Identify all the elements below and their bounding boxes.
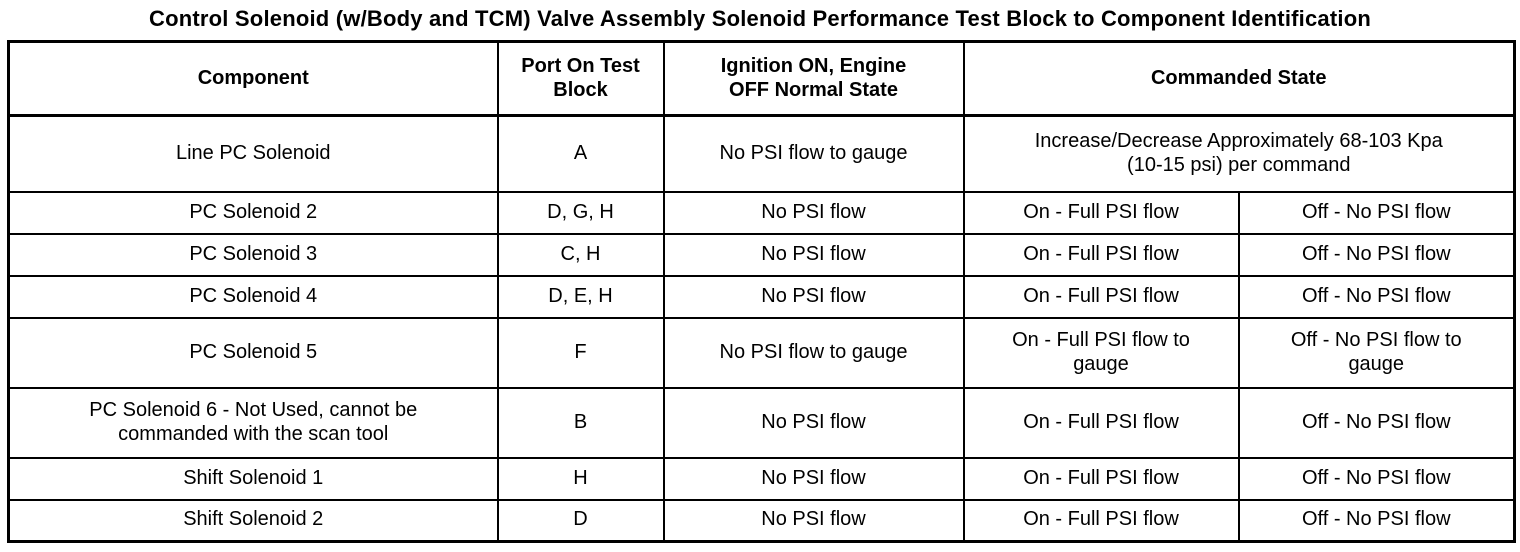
table-row: Shift Solenoid 1 H No PSI flow On - Full…	[7, 456, 1516, 501]
cell-component: Shift Solenoid 1	[7, 456, 499, 501]
cell-commanded-off: Off - No PSI flow	[1237, 498, 1516, 543]
cell-component: PC Solenoid 3	[7, 232, 499, 277]
table-row: PC Solenoid 5 F No PSI flow to gauge On …	[7, 316, 1516, 389]
column-header-normal-state: Ignition ON, Engine OFF Normal State	[662, 40, 965, 117]
column-header-component: Component	[7, 40, 499, 117]
cell-port: D, E, H	[496, 274, 665, 319]
cell-commanded-on: On - Full PSI flow	[962, 386, 1240, 459]
cell-commanded-on: On - Full PSI flow	[962, 190, 1240, 235]
cell-component: PC Solenoid 6 - Not Used, cannot be comm…	[7, 386, 499, 459]
cell-port: F	[496, 316, 665, 389]
column-header-port-on-test-block: Port On Test Block	[496, 40, 665, 117]
column-header-commanded-state: Commanded State	[962, 40, 1516, 117]
cell-commanded-on: On - Full PSI flow	[962, 274, 1240, 319]
cell-component: Shift Solenoid 2	[7, 498, 499, 543]
cell-commanded-on: On - Full PSI flow	[962, 456, 1240, 501]
cell-commanded-off: Off - No PSI flow	[1237, 190, 1516, 235]
cell-commanded-state: Increase/Decrease Approximately 68-103 K…	[962, 114, 1516, 193]
cell-commanded-off: Off - No PSI flow to gauge	[1237, 316, 1516, 389]
table-row: PC Solenoid 3 C, H No PSI flow On - Full…	[7, 232, 1516, 277]
cell-component: PC Solenoid 2	[7, 190, 499, 235]
table-row: Line PC Solenoid A No PSI flow to gauge …	[7, 114, 1516, 193]
cell-commanded-on: On - Full PSI flow	[962, 232, 1240, 277]
cell-normal-state: No PSI flow to gauge	[662, 114, 965, 193]
cell-normal-state: No PSI flow	[662, 498, 965, 543]
cell-normal-state: No PSI flow	[662, 274, 965, 319]
cell-component: Line PC Solenoid	[7, 114, 499, 193]
table-row: Shift Solenoid 2 D No PSI flow On - Full…	[7, 498, 1516, 543]
page-title: Control Solenoid (w/Body and TCM) Valve …	[149, 6, 1371, 31]
cell-component: PC Solenoid 5	[7, 316, 499, 389]
header-row: Component Port On Test Block Ignition ON…	[7, 40, 1516, 117]
cell-port: D, G, H	[496, 190, 665, 235]
solenoid-performance-table: Component Port On Test Block Ignition ON…	[7, 40, 1516, 543]
cell-commanded-on: On - Full PSI flow to gauge	[962, 316, 1240, 389]
table-row: PC Solenoid 4 D, E, H No PSI flow On - F…	[7, 274, 1516, 319]
cell-port: A	[496, 114, 665, 193]
table-row: PC Solenoid 2 D, G, H No PSI flow On - F…	[7, 190, 1516, 235]
cell-normal-state: No PSI flow	[662, 386, 965, 459]
cell-port: H	[496, 456, 665, 501]
cell-commanded-off: Off - No PSI flow	[1237, 274, 1516, 319]
cell-component: PC Solenoid 4	[7, 274, 499, 319]
cell-normal-state: No PSI flow to gauge	[662, 316, 965, 389]
cell-commanded-off: Off - No PSI flow	[1237, 456, 1516, 501]
cell-port: D	[496, 498, 665, 543]
cell-port: C, H	[496, 232, 665, 277]
cell-commanded-on: On - Full PSI flow	[962, 498, 1240, 543]
cell-normal-state: No PSI flow	[662, 232, 965, 277]
cell-port: B	[496, 386, 665, 459]
table-row: PC Solenoid 6 - Not Used, cannot be comm…	[7, 386, 1516, 459]
cell-commanded-off: Off - No PSI flow	[1237, 386, 1516, 459]
cell-normal-state: No PSI flow	[662, 190, 965, 235]
cell-normal-state: No PSI flow	[662, 456, 965, 501]
cell-commanded-off: Off - No PSI flow	[1237, 232, 1516, 277]
